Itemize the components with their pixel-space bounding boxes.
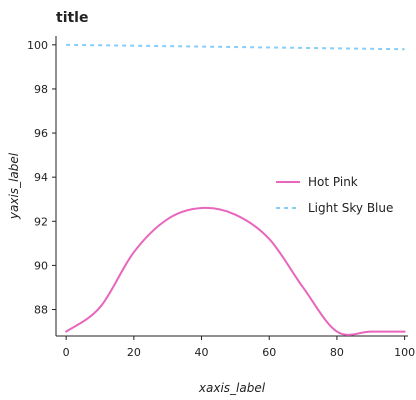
y-tick-label: 92 <box>34 215 48 228</box>
y-tick-label: 98 <box>34 83 48 96</box>
legend: Hot Pink Light Sky Blue <box>276 175 393 215</box>
x-tick-label: 100 <box>394 346 415 359</box>
legend-label: Hot Pink <box>308 175 358 189</box>
chart-title: title <box>56 10 88 26</box>
x-tick-label: 20 <box>127 346 141 359</box>
legend-label: Light Sky Blue <box>308 201 393 215</box>
x-tick-label: 0 <box>63 346 70 359</box>
x-axis-label: xaxis_label <box>198 381 266 395</box>
y-tick-label: 88 <box>34 304 48 317</box>
series-line-hot-pink <box>65 206 406 336</box>
series-lines <box>65 43 406 336</box>
y-tick-label: 100 <box>27 39 48 52</box>
x-tick-label: 80 <box>330 346 344 359</box>
y-axis-ticks: 88 90 92 94 96 98 100 <box>27 39 56 317</box>
series-line-light-sky-blue <box>66 43 405 51</box>
y-tick-label: 96 <box>34 127 48 140</box>
y-tick-label: 94 <box>34 171 48 184</box>
x-tick-label: 40 <box>195 346 209 359</box>
y-tick-label: 90 <box>34 259 48 272</box>
x-tick-label: 60 <box>262 346 276 359</box>
x-axis-ticks: 0 20 40 60 80 100 <box>63 336 415 359</box>
y-axis-label: yaxis_label <box>7 152 21 220</box>
